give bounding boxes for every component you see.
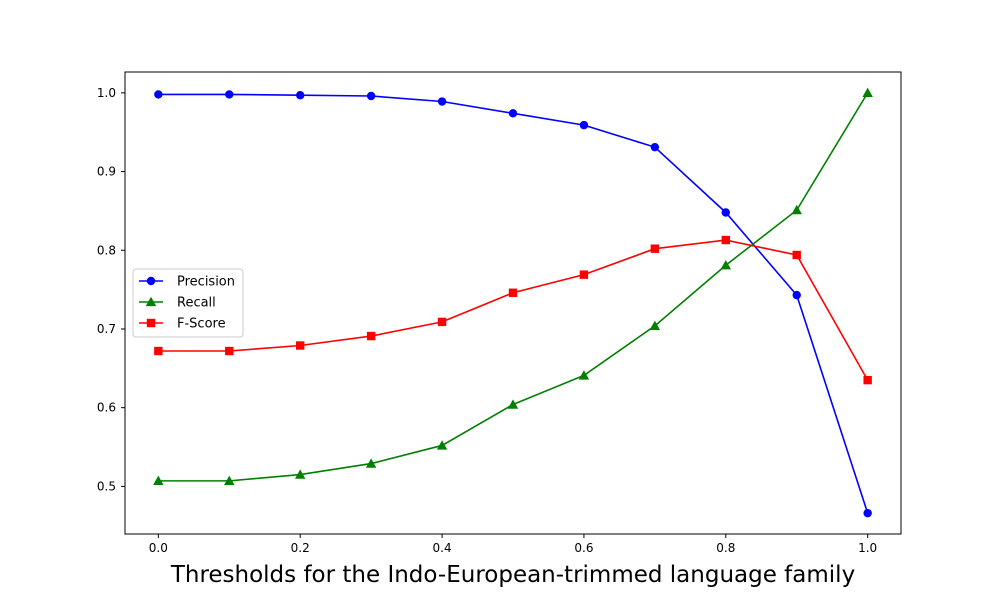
data-point-f-score: [721, 235, 730, 245]
data-point-recall: [649, 320, 661, 330]
data-point-recall: [862, 87, 873, 98]
axes-frame: [124, 71, 902, 535]
data-point-recall: [153, 475, 164, 486]
data-point-recall: [578, 370, 590, 380]
data-point-precision: [366, 91, 376, 101]
legend-label: Recall: [177, 296, 216, 311]
data-point-f-score: [863, 375, 872, 385]
data-point-recall: [720, 260, 731, 270]
data-point-f-score: [650, 244, 660, 253]
legend-label: Precision: [177, 275, 235, 290]
x-tick-label: 0.0: [149, 541, 168, 555]
y-tick-label: 0.5: [97, 479, 116, 493]
data-point-f-score: [579, 270, 589, 279]
x-axis-ticks: 0.0 0.2 0.4 0.6 0.8 1.0: [149, 534, 877, 555]
y-tick-label: 0.7: [97, 322, 116, 336]
data-point-f-score: [792, 250, 801, 260]
data-point-precision: [863, 508, 872, 518]
legend-label: F-Score: [177, 317, 226, 332]
legend-item-recall: Recall: [139, 296, 216, 311]
x-tick-label: 0.6: [574, 541, 593, 555]
data-point-recall: [791, 204, 802, 215]
legend-swatch-marker: [146, 276, 156, 286]
y-tick-label: 1.0: [97, 86, 116, 100]
legend-item-f-score: F-Score: [139, 317, 226, 332]
series-layer: [153, 87, 873, 518]
data-point-precision: [650, 142, 660, 152]
data-point-precision: [721, 208, 730, 217]
data-point-f-score: [225, 346, 234, 356]
data-point-f-score: [154, 346, 163, 356]
data-point-f-score: [296, 341, 305, 350]
data-point-recall: [365, 458, 377, 468]
data-point-precision: [792, 290, 801, 300]
series-f-score: [154, 235, 872, 385]
data-point-recall: [224, 475, 235, 486]
data-point-f-score: [437, 317, 447, 327]
x-axis-title: Thresholds for the Indo-European-trimmed…: [170, 562, 855, 588]
legend-swatch-marker: [146, 318, 156, 328]
legend: Precision Recall F-Score: [132, 268, 244, 338]
legend-box: [132, 268, 244, 338]
y-tick-label: 0.9: [97, 165, 116, 179]
data-point-precision: [437, 97, 447, 106]
data-point-precision: [296, 91, 305, 100]
x-tick-label: 0.8: [716, 541, 735, 555]
data-point-precision: [154, 90, 163, 99]
x-tick-label: 1.0: [858, 541, 877, 555]
y-tick-label: 0.8: [97, 243, 116, 257]
legend-swatch-marker: [145, 296, 157, 307]
legend-item-precision: Precision: [139, 275, 235, 290]
data-point-recall: [436, 440, 448, 450]
data-point-f-score: [508, 288, 518, 297]
x-tick-label: 0.2: [291, 541, 310, 555]
series-precision: [154, 90, 872, 518]
data-point-recall: [295, 469, 306, 479]
data-point-precision: [579, 120, 589, 130]
data-point-recall: [507, 399, 519, 409]
x-tick-label: 0.4: [433, 541, 452, 555]
data-point-precision: [508, 109, 518, 118]
y-tick-label: 0.6: [97, 401, 116, 415]
y-axis-ticks: 0.5 0.6 0.7 0.8 0.9 1.0: [97, 86, 125, 493]
series-recall: [153, 87, 873, 486]
data-point-precision: [225, 90, 234, 99]
data-point-f-score: [366, 331, 376, 341]
